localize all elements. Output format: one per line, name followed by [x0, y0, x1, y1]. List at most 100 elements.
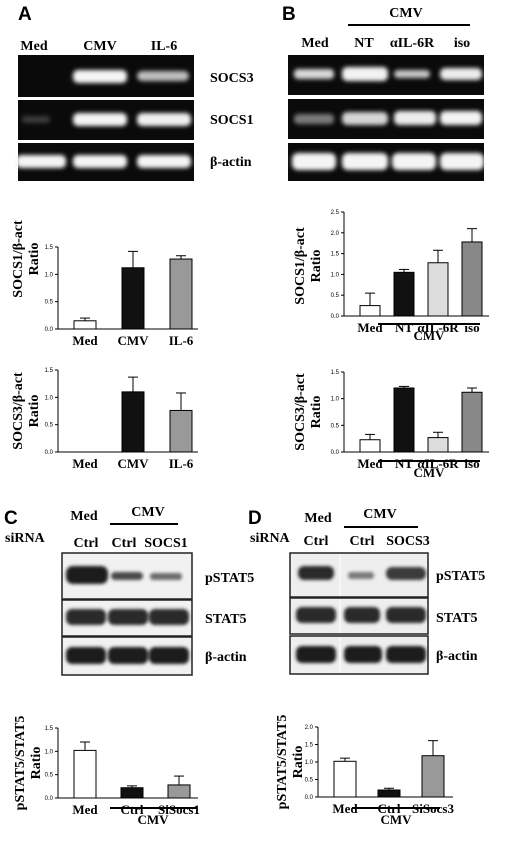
blot-c-pstat5 [61, 552, 193, 600]
bar [121, 391, 145, 453]
panel-c-lane-label: SOCS1 [144, 536, 188, 551]
panel-b-lane-label: iso [454, 36, 470, 51]
y-tick-label: 0.0 [331, 450, 340, 456]
blot-d-pstat5 [289, 552, 429, 598]
bar [73, 320, 97, 330]
category-label: iso [464, 320, 479, 335]
panel-b-letter: B [282, 4, 296, 25]
chart-c: 0.0 0.5 1.0 1.5 pSTAT5/STAT5 Ratio Med Ctrl SiSo… [13, 716, 200, 827]
panel-b-lane-label: Med [301, 36, 328, 51]
panel-b-lane-label: αIL-6R [390, 36, 435, 51]
gel-label: SOCS1 [210, 113, 254, 128]
panel-d-lane-label: Ctrl [350, 534, 375, 549]
group-label: CMV [413, 328, 445, 343]
group-label: CMV [380, 812, 412, 827]
gel-label: SOCS3 [210, 71, 254, 86]
bar [421, 755, 445, 798]
category-label: Med [72, 802, 98, 817]
y-tick-label: 1.5 [45, 245, 54, 251]
bar [427, 262, 449, 317]
panel-a-letter: A [18, 4, 32, 25]
y-tick-label: 0.0 [45, 450, 54, 456]
y-tick-label: 1.5 [331, 370, 340, 376]
bar [333, 760, 357, 798]
y-axis-label: Ratio [309, 250, 324, 283]
bar [169, 409, 193, 453]
gel-a-socs1 [18, 100, 194, 140]
category-label: NT [395, 456, 413, 471]
y-tick-label: 1.0 [45, 395, 54, 401]
blot-label: STAT5 [205, 612, 247, 627]
bar [121, 267, 145, 330]
y-tick-label: 1.0 [331, 272, 340, 278]
panel-d-lane-label: Ctrl [304, 534, 329, 549]
y-tick-label: 0.0 [45, 327, 54, 333]
blot-label: β-actin [436, 649, 478, 664]
y-tick-label: 0.5 [45, 300, 54, 306]
y-tick-label: 0.5 [305, 778, 314, 784]
bar [461, 391, 483, 453]
gel-label: β-actin [210, 155, 252, 170]
panel-c-sirna-label: siRNA [5, 531, 46, 546]
blot-label: β-actin [205, 650, 247, 665]
panel-c-lane-label: Ctrl [112, 536, 137, 551]
category-label: iso [464, 456, 479, 471]
y-axis-label: pSTAT5/STAT5 [13, 716, 28, 811]
gel-b-socs1 [288, 99, 484, 139]
y-tick-label: 1.0 [45, 272, 54, 278]
group-label: CMV [137, 812, 169, 827]
y-axis-label: Ratio [291, 746, 306, 779]
y-axis-label: Ratio [29, 747, 44, 780]
bar [120, 787, 144, 799]
blot-label: pSTAT5 [205, 571, 254, 586]
blot-d-actin [289, 635, 429, 675]
panel-c-lane-label: Ctrl [74, 536, 99, 551]
category-label: CMV [117, 333, 149, 348]
group-label: CMV [413, 465, 445, 480]
y-axis-label: SOCS1/β-act [11, 220, 26, 298]
blot-c-actin [61, 636, 193, 676]
bar [393, 271, 415, 317]
panel-a-lane-label: Med [20, 39, 47, 54]
y-axis-label: SOCS3/β-act [293, 373, 308, 451]
blot-c-stat5 [61, 599, 193, 637]
bar [359, 439, 381, 453]
y-axis-label: SOCS3/β-act [11, 372, 26, 450]
y-tick-label: 1.5 [305, 743, 314, 749]
category-label: CMV [117, 456, 149, 471]
chart-b2: 0.0 0.5 1.0 1.5 SOCS3/β-act Ratio Med NT αIL-6R i… [293, 370, 489, 480]
y-tick-label: 0.5 [45, 773, 54, 779]
gel-a-socs3 [18, 55, 194, 97]
bar [427, 437, 449, 453]
panel-d-sirna-label: siRNA [250, 531, 291, 546]
gel-a-actin [16, 143, 194, 181]
category-label: NT [395, 320, 413, 335]
y-tick-label: 0.5 [331, 293, 340, 299]
y-axis-label: pSTAT5/STAT5 [275, 715, 290, 810]
category-label: αIL-6R [417, 456, 459, 471]
y-tick-label: 0.0 [331, 314, 340, 320]
category-label: Med [72, 456, 98, 471]
y-tick-label: 0.5 [331, 423, 340, 429]
y-tick-label: 0.5 [45, 423, 54, 429]
category-label: SiSocs1 [158, 802, 200, 817]
category-label: Ctrl [120, 802, 143, 817]
panel-d-lane-label: SOCS3 [386, 534, 430, 549]
panel-b-lane-label: NT [354, 36, 374, 51]
y-tick-label: 2.0 [331, 231, 340, 237]
y-tick-label: 2.0 [305, 725, 314, 731]
bar [167, 784, 191, 799]
category-label: Med [72, 333, 98, 348]
panel-d-top-label: CMV [363, 507, 396, 522]
bar [359, 305, 381, 317]
y-tick-label: 1.0 [305, 760, 314, 766]
y-tick-label: 2.5 [331, 210, 340, 216]
panel-c-top-label: Med [70, 509, 97, 524]
category-label: Med [357, 456, 383, 471]
panel-a-lane-label: CMV [83, 39, 116, 54]
y-axis-label: SOCS1/β-act [293, 227, 308, 305]
gel-b-actin [288, 143, 484, 181]
